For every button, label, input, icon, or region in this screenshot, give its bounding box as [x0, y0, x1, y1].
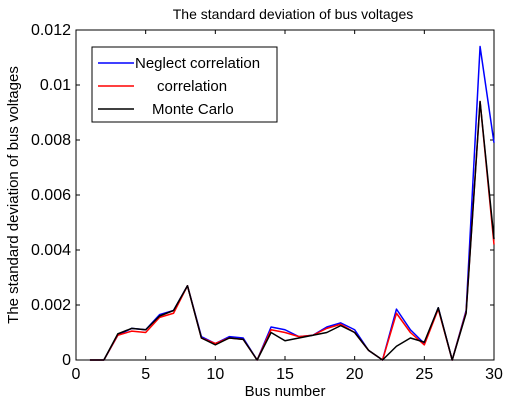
- y-tick-label: 0.006: [31, 187, 71, 204]
- x-tick-label: 0: [72, 366, 81, 383]
- chart-title: The standard deviation of bus voltages: [173, 6, 414, 22]
- x-tick-label: 5: [141, 366, 150, 383]
- series-line-correlation: [89, 100, 495, 361]
- x-tick-label: 25: [415, 366, 433, 383]
- x-tick-label: 10: [206, 366, 224, 383]
- legend-label: Neglect correlation: [135, 55, 260, 72]
- legend: Neglect correlation correlation Monte Carl…: [91, 46, 278, 123]
- legend-label: correlation: [157, 78, 227, 95]
- x-tick-label: 15: [276, 366, 294, 383]
- y-tick-label: 0.012: [31, 22, 71, 39]
- axis-ticks: 0 5 10 15 20 25 30 0 0.002 0.004 0.006 0.008 0.01 0.0…: [31, 22, 503, 383]
- x-tick-label: 30: [485, 366, 503, 383]
- series-line-monte-carlo: [89, 100, 495, 361]
- y-tick-label: 0.008: [31, 132, 71, 149]
- y-axis-label: The standard deviation of bus voltages: [5, 66, 22, 324]
- y-tick-label: 0.004: [31, 242, 71, 259]
- y-tick-label: 0.002: [31, 297, 71, 314]
- y-tick-label: 0.01: [40, 77, 71, 94]
- x-tick-label: 20: [346, 366, 364, 383]
- series-lines: [89, 45, 495, 361]
- y-tick-label: 0: [62, 352, 71, 369]
- legend-label: Monte Carlo: [152, 101, 234, 118]
- x-axis-label: Bus number: [245, 383, 326, 400]
